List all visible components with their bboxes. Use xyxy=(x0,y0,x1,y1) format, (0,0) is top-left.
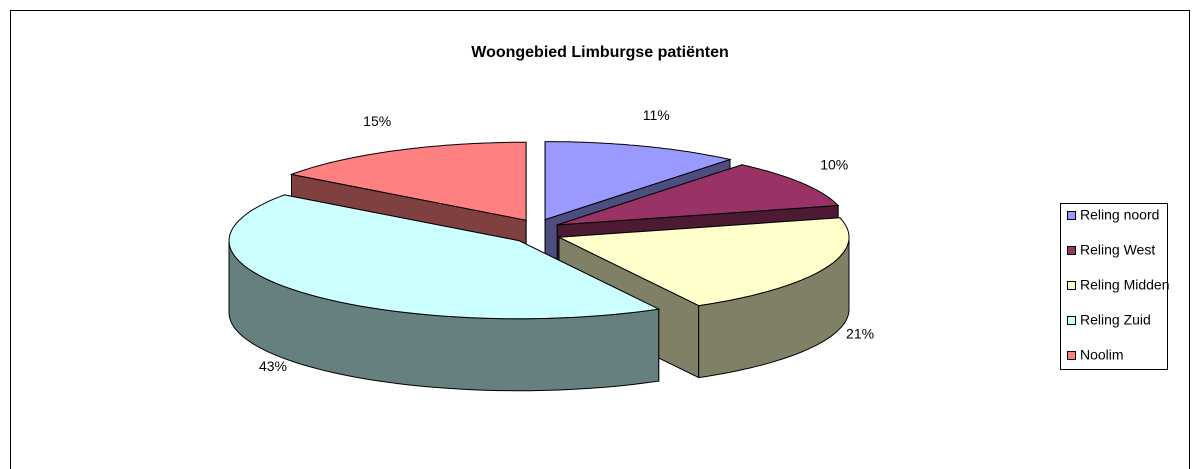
legend-swatch xyxy=(1067,246,1076,255)
legend-label: Reling Midden xyxy=(1080,277,1170,293)
chart-title: Woongebied Limburgse patiënten xyxy=(471,44,729,61)
legend-label: Reling Zuid xyxy=(1080,312,1151,328)
data-label: 15% xyxy=(363,113,391,129)
legend-swatch xyxy=(1067,351,1076,360)
pie xyxy=(228,141,850,392)
legend-label: Reling noord xyxy=(1080,207,1159,223)
data-label: 43% xyxy=(259,358,287,374)
slice xyxy=(557,164,840,226)
legend-swatch xyxy=(1067,281,1076,290)
legend-label: Noolim xyxy=(1080,347,1124,363)
data-label: 10% xyxy=(820,157,848,173)
slice xyxy=(289,141,527,221)
legend-label: Reling West xyxy=(1080,242,1155,258)
legend-swatch xyxy=(1067,316,1076,325)
slice xyxy=(544,141,732,221)
data-label: 21% xyxy=(846,326,874,342)
legend-swatch xyxy=(1067,211,1076,220)
slice xyxy=(557,217,850,307)
slice xyxy=(228,194,661,392)
legend xyxy=(1060,203,1168,370)
slice xyxy=(228,194,661,320)
data-label: 11% xyxy=(643,107,670,123)
